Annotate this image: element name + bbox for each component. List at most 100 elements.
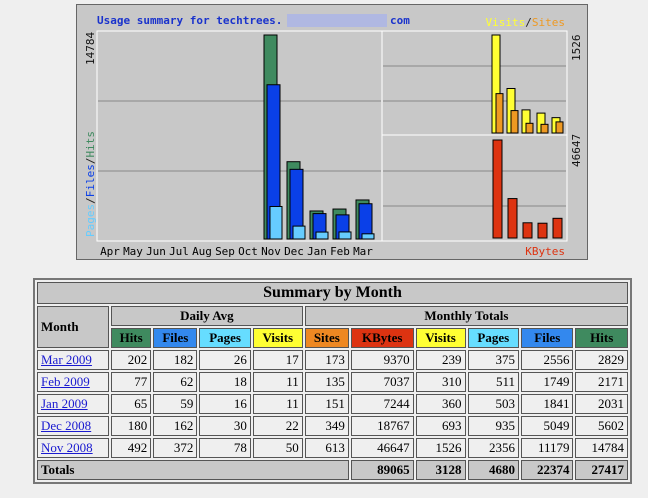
table-title: Summary by Month: [37, 282, 628, 304]
month-header: Month: [37, 306, 109, 348]
monthly-col-files: Files: [521, 328, 574, 348]
value-cell: 2829: [575, 350, 628, 370]
value-cell: 65: [111, 394, 152, 414]
value-cell: 162: [153, 416, 198, 436]
sites-bar: [540, 123, 549, 134]
value-cell: 492: [111, 438, 152, 458]
monthly-col-hits: Hits: [575, 328, 628, 348]
month-link[interactable]: Dec 2008: [41, 418, 92, 433]
month-cell: Feb 2009: [37, 372, 109, 392]
month-label: Sep: [215, 245, 235, 258]
table-row: Feb 2009 77 62 18 11 135 7037 310 511 1749 2171: [37, 372, 628, 392]
value-cell: 310: [415, 372, 466, 392]
pages-bar: [338, 231, 352, 240]
legend-pages-files-hits: Pages/Files/Hits: [84, 131, 97, 237]
value-cell: 2356: [467, 438, 520, 458]
usage-chart: Usage summary for techtrees. com Visits/…: [77, 5, 587, 259]
month-label: Mar: [353, 245, 373, 258]
month-label: Apr: [100, 245, 120, 258]
value-cell: 7037: [350, 372, 414, 392]
month-label: Jun: [146, 245, 166, 258]
month-cell: Dec 2008: [37, 416, 109, 436]
pages-bar: [269, 205, 283, 240]
legend-visits: Visits: [486, 16, 526, 29]
legend-files: Files: [84, 164, 97, 197]
value-cell: 2171: [575, 372, 628, 392]
month-label: Nov: [261, 245, 281, 258]
month-label: Jan: [307, 245, 327, 258]
value-cell: 935: [467, 416, 520, 436]
daily-col-pages: Pages: [199, 328, 251, 348]
month-label: May: [123, 245, 143, 258]
monthly-totals-header: Monthly Totals: [304, 306, 628, 326]
daily-col-hits: Hits: [111, 328, 152, 348]
monthly-col-sites: Sites: [304, 328, 349, 348]
month-link[interactable]: Feb 2009: [41, 374, 90, 389]
legend-pages: Pages: [84, 204, 97, 237]
value-cell: 613: [304, 438, 349, 458]
redacted-domain: [287, 14, 387, 27]
monthly-col-kbytes: KBytes: [350, 328, 414, 348]
table-row: Jan 2009 65 59 16 11 151 7244 360 503 1841 2031: [37, 394, 628, 414]
value-cell: 11: [252, 372, 303, 392]
value-cell: 1749: [521, 372, 574, 392]
monthly-col-visits: Visits: [415, 328, 466, 348]
month-cell: Nov 2008: [37, 438, 109, 458]
totals-label: Totals: [37, 460, 349, 480]
value-cell: 360: [415, 394, 466, 414]
value-cell: 349: [304, 416, 349, 436]
daily-col-visits: Visits: [252, 328, 303, 348]
value-cell: 77: [111, 372, 152, 392]
legend-hits: Hits: [84, 131, 97, 158]
value-cell: 50: [252, 438, 303, 458]
value-cell: 16: [199, 394, 251, 414]
value-cell: 17: [252, 350, 303, 370]
kbytes-bar: [537, 222, 548, 239]
total-pages: 4680: [467, 460, 520, 480]
value-cell: 503: [467, 394, 520, 414]
value-cell: 511: [467, 372, 520, 392]
value-cell: 375: [467, 350, 520, 370]
total-hits: 27417: [575, 460, 628, 480]
value-cell: 372: [153, 438, 198, 458]
month-label: Feb: [330, 245, 350, 258]
value-cell: 239: [415, 350, 466, 370]
month-label: Aug: [192, 245, 212, 258]
total-files: 22374: [521, 460, 574, 480]
value-cell: 62: [153, 372, 198, 392]
month-link[interactable]: Mar 2009: [41, 352, 92, 367]
value-cell: 693: [415, 416, 466, 436]
sites-bar: [525, 122, 534, 134]
month-label: Jul: [169, 245, 189, 258]
value-cell: 7244: [350, 394, 414, 414]
table-row: Nov 2008 492 372 78 50 613 46647 1526 2356 11179 1…: [37, 438, 628, 458]
legend-sites: Sites: [532, 16, 565, 29]
kbytes-bar: [552, 217, 563, 239]
sites-bar: [555, 121, 564, 134]
right-bottom-axis-max: 46647: [570, 134, 583, 167]
month-link[interactable]: Nov 2008: [41, 440, 93, 455]
value-cell: 1841: [521, 394, 574, 414]
month-cell: Jan 2009: [37, 394, 109, 414]
month-label: Oct: [238, 245, 258, 258]
monthly-col-pages: Pages: [467, 328, 520, 348]
usage-graph: Usage summary for techtrees. com Visits/…: [76, 4, 588, 260]
value-cell: 18767: [350, 416, 414, 436]
month-cell: Mar 2009: [37, 350, 109, 370]
kbytes-bar: [522, 222, 533, 239]
value-cell: 30: [199, 416, 251, 436]
graph-title: Usage summary for techtrees.: [97, 14, 282, 27]
kbytes-bar: [492, 139, 503, 239]
daily-avg-header: Daily Avg: [111, 306, 303, 326]
value-cell: 78: [199, 438, 251, 458]
sites-bar: [510, 110, 519, 134]
legend-sep: /: [525, 16, 532, 29]
value-cell: 173: [304, 350, 349, 370]
value-cell: 9370: [350, 350, 414, 370]
value-cell: 5049: [521, 416, 574, 436]
right-top-axis-max: 1526: [570, 35, 583, 62]
month-link[interactable]: Jan 2009: [41, 396, 88, 411]
summary-table: Summary by Month Month Daily Avg Monthly…: [33, 278, 632, 484]
value-cell: 14784: [575, 438, 628, 458]
graph-title-suffix: com: [390, 14, 410, 27]
